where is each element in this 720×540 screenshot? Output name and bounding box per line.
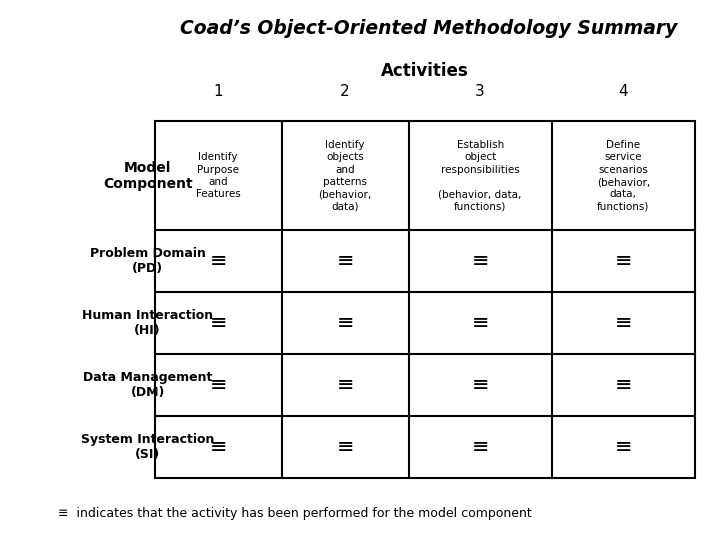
Text: ≡: ≡ [614, 375, 632, 395]
Text: ≡: ≡ [614, 437, 632, 457]
Text: 2: 2 [341, 84, 350, 99]
Text: Model
Component: Model Component [103, 161, 192, 191]
Text: ≡: ≡ [336, 313, 354, 333]
Text: ≡: ≡ [472, 313, 489, 333]
Text: Establish
object
responsibilities

(behavior, data,
functions): Establish object responsibilities (behav… [438, 140, 522, 212]
Text: ≡: ≡ [472, 437, 489, 457]
Text: 4: 4 [618, 84, 628, 99]
Text: Problem Domain
(PD): Problem Domain (PD) [90, 247, 205, 275]
Text: 1: 1 [213, 84, 223, 99]
Text: Coad’s Object-Oriented Methodology Summary: Coad’s Object-Oriented Methodology Summa… [180, 19, 677, 38]
Text: ≡: ≡ [472, 375, 489, 395]
Text: System Interaction
(SI): System Interaction (SI) [81, 433, 215, 461]
Text: Data Management
(DM): Data Management (DM) [83, 371, 212, 399]
Text: Identify
objects
and
patterns
(behavior,
data): Identify objects and patterns (behavior,… [318, 140, 372, 212]
Text: ≡: ≡ [210, 313, 227, 333]
Text: Identify
Purpose
and
Features: Identify Purpose and Features [196, 152, 240, 199]
Text: ≡: ≡ [336, 437, 354, 457]
Text: ≡: ≡ [210, 375, 227, 395]
Text: ≡: ≡ [614, 251, 632, 271]
Text: ≡: ≡ [614, 313, 632, 333]
Text: ≡: ≡ [210, 437, 227, 457]
Text: Activities: Activities [381, 62, 469, 80]
Text: Define
service
scenarios
(behavior,
data,
functions): Define service scenarios (behavior, data… [597, 140, 650, 212]
Text: Human Interaction
(HI): Human Interaction (HI) [82, 309, 213, 337]
Text: ≡  indicates that the activity has been performed for the model component: ≡ indicates that the activity has been p… [58, 507, 531, 519]
Text: ≡: ≡ [472, 251, 489, 271]
Text: ≡: ≡ [336, 251, 354, 271]
Text: ≡: ≡ [210, 251, 227, 271]
Text: ≡: ≡ [336, 375, 354, 395]
Text: 3: 3 [475, 84, 485, 99]
